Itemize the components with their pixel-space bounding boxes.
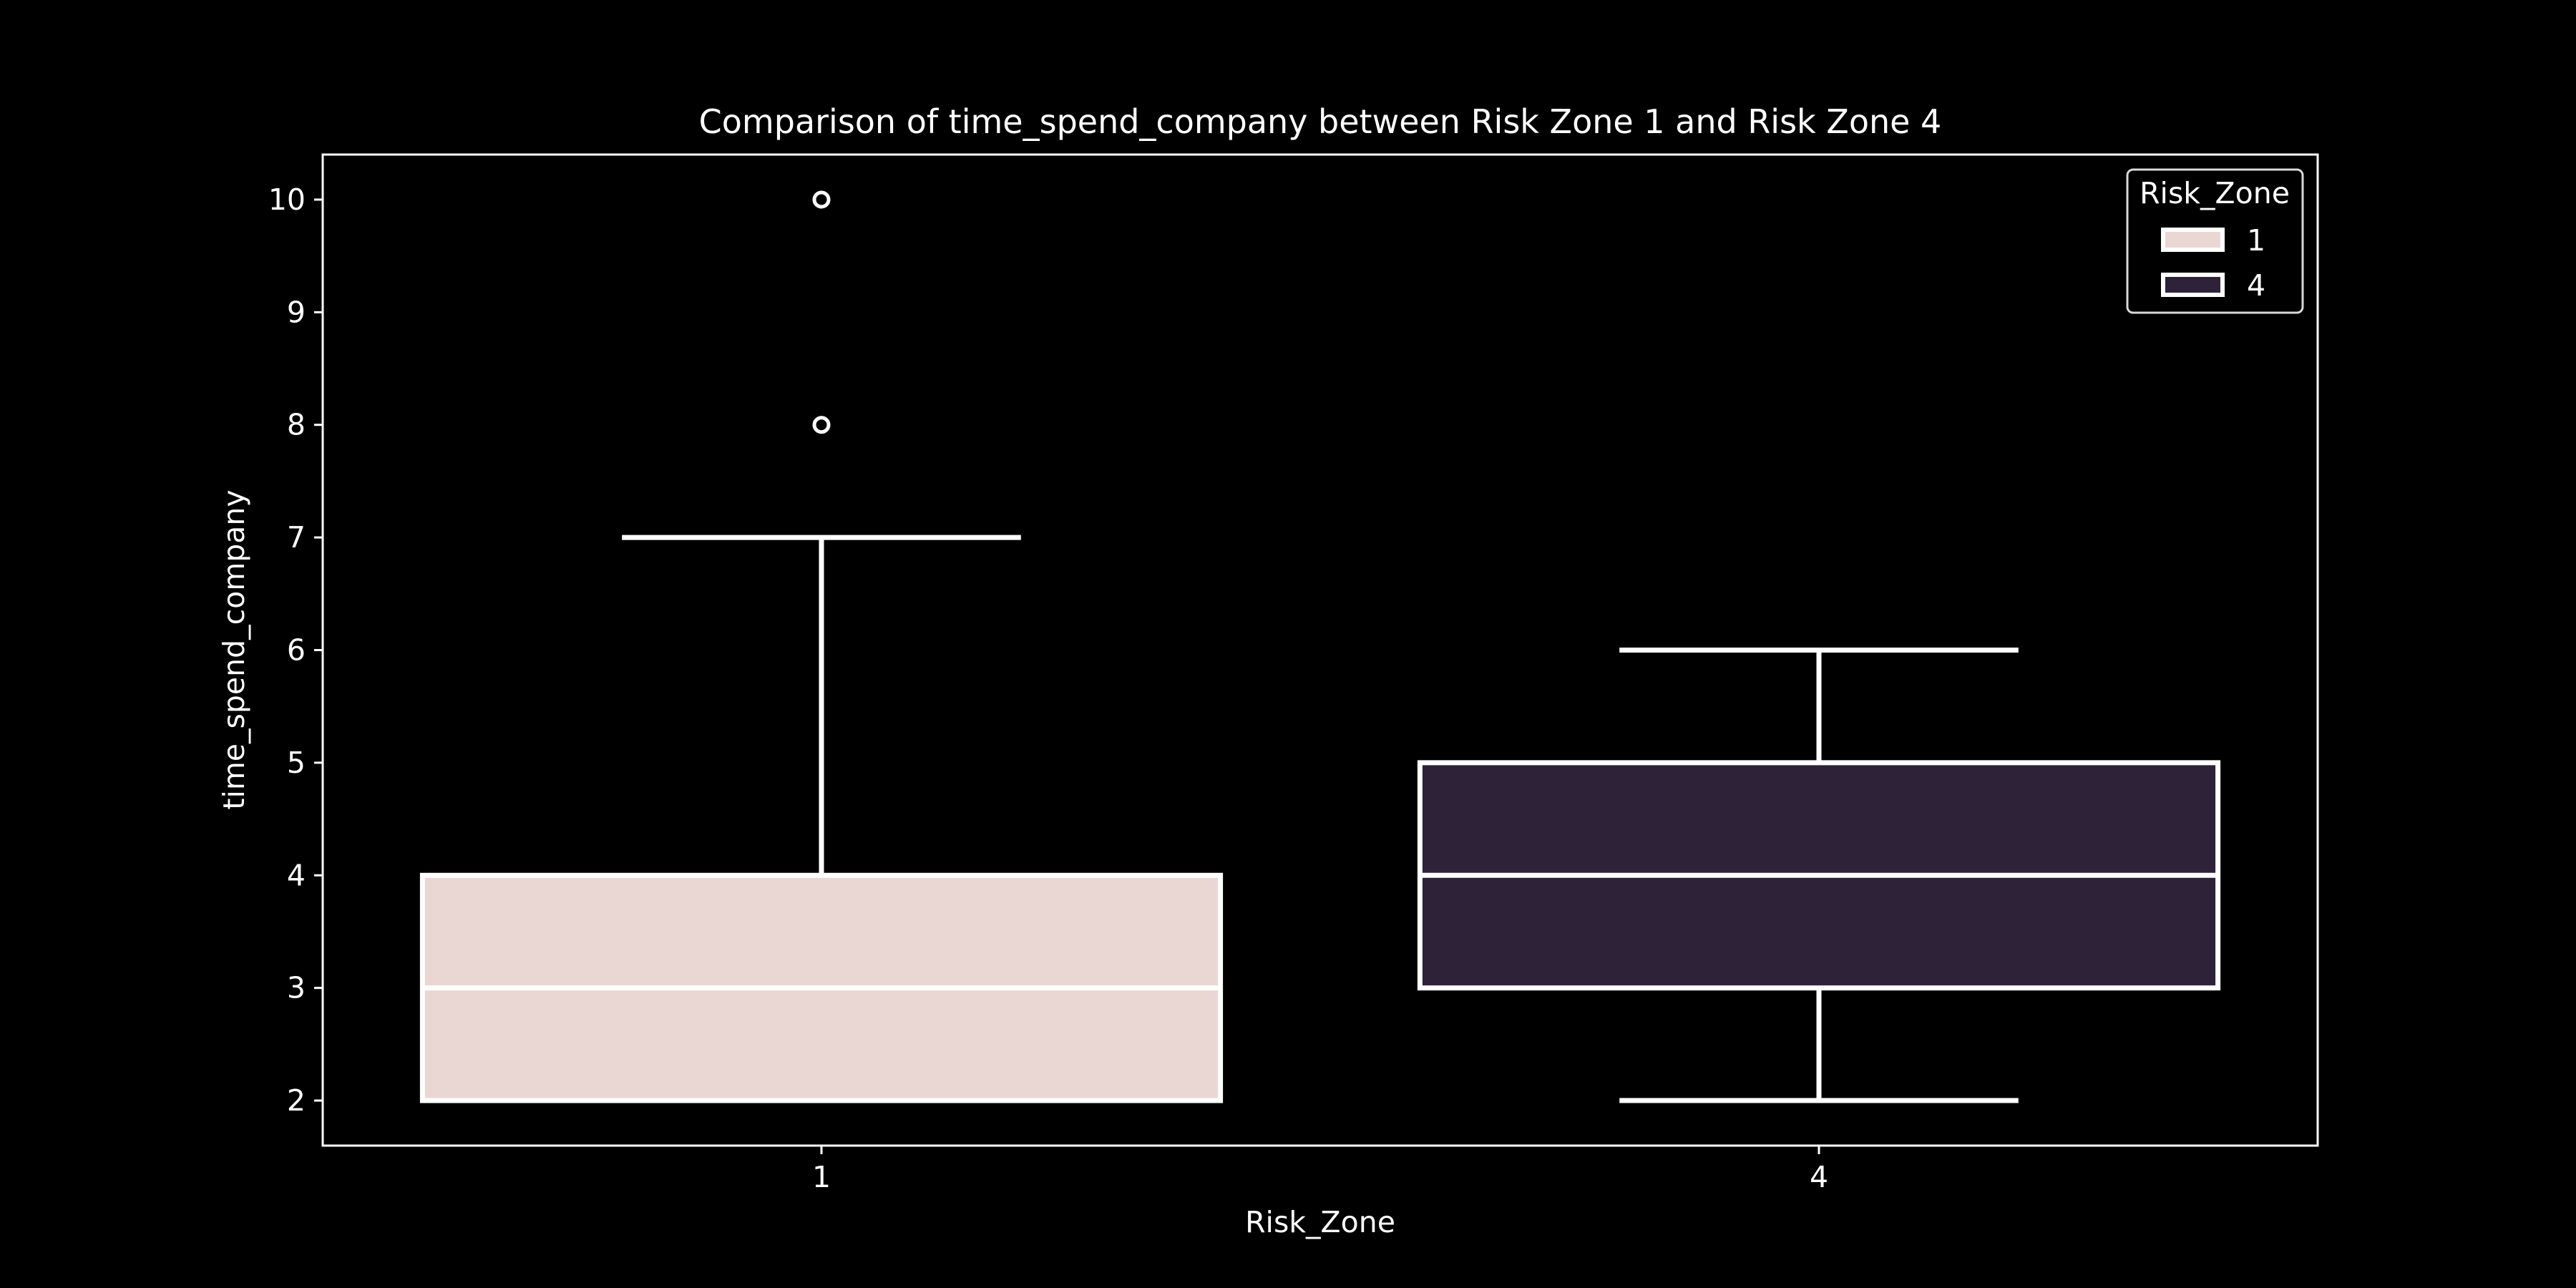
y-tick-label: 10: [268, 182, 306, 217]
legend-swatch: [2161, 228, 2225, 252]
y-tick-label: 2: [287, 1083, 306, 1118]
legend-label: 1: [2247, 223, 2265, 258]
outlier-point: [812, 416, 831, 434]
legend: Risk_Zone 14: [2126, 168, 2304, 314]
legend-swatch: [2161, 273, 2225, 297]
legend-label: 4: [2247, 268, 2265, 303]
y-tick-label: 8: [287, 408, 306, 442]
box-plots: [419, 190, 2221, 1103]
x-tick-label: 4: [1810, 1160, 1828, 1194]
legend-entries: 14: [2161, 223, 2265, 303]
x-tick-label: 1: [812, 1160, 831, 1194]
y-tick-label: 9: [287, 295, 306, 329]
legend-title: Risk_Zone: [2140, 176, 2290, 210]
y-tick-label: 3: [287, 971, 306, 1005]
chart-title: Comparison of time_spend_company between…: [699, 102, 1942, 141]
y-axis: 2 3 4 5 6 7 8 9 10: [268, 182, 323, 1118]
box-group-4: [1417, 648, 2221, 1103]
y-tick-label: 5: [287, 746, 306, 780]
x-axis-label: Risk_Zone: [1245, 1205, 1395, 1239]
y-tick-label: 7: [287, 520, 306, 555]
y-axis-label: time_spend_company: [217, 489, 251, 809]
box-group-1: [419, 190, 1224, 1103]
y-tick-label: 6: [287, 633, 306, 668]
outlier-point: [812, 190, 831, 209]
y-tick-label: 4: [287, 858, 306, 892]
